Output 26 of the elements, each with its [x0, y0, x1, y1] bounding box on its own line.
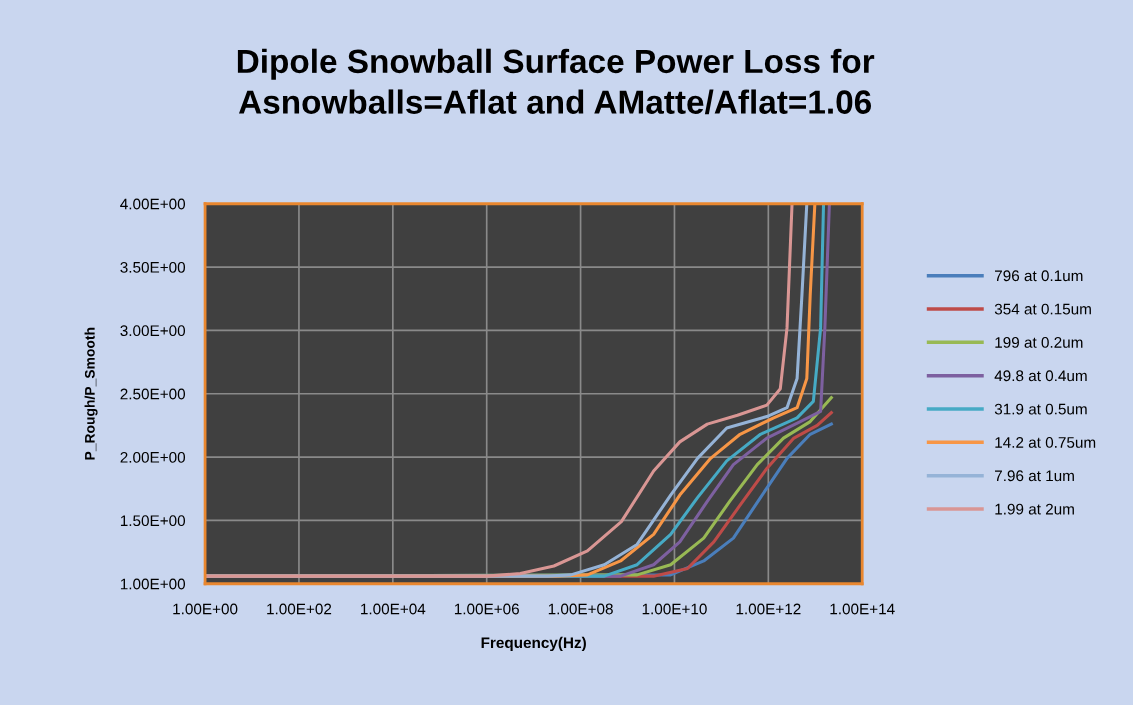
y-tick-label: 4.00E+00 [120, 198, 186, 210]
x-tick-label: 1.00E+04 [361, 603, 426, 615]
x-tick-label: 1.00E+12 [736, 603, 801, 615]
y-axis-title: P_Rough/P_Smooth [84, 327, 98, 460]
chart-title: Dipole Snowball Surface Power Loss for Asnowballs=Aflat and AMatte/Aflat=1.06 [237, 48, 875, 115]
x-axis-title: Frequency(Hz) [481, 636, 586, 652]
legend-label: 31.9 at 0.5um [994, 403, 1087, 415]
legend-label: 7.96 at 1um [995, 470, 1074, 482]
y-tick-label: 1.00E+00 [120, 578, 186, 590]
legend-label: 199 at 0.2um [995, 337, 1083, 348]
y-tick-label: 1.50E+00 [120, 515, 186, 527]
x-tick-label: 1.00E+08 [548, 603, 613, 615]
y-tick-label: 2.50E+00 [120, 388, 186, 400]
x-tick-label: 1.00E+06 [454, 603, 519, 615]
x-tick-label: 1.00E+10 [642, 603, 707, 615]
legend-label: 354 at 0.15um [994, 303, 1091, 315]
x-tick-label: 1.00E+02 [267, 603, 332, 615]
y-tick-label: 2.00E+00 [120, 451, 186, 463]
legend-label: 1.99 at 2um [995, 503, 1074, 515]
x-tick-label: 1.00E+00 [173, 603, 238, 615]
legend-label: 14.2 at 0.75um [995, 437, 1096, 448]
legend-label: 796 at 0.1um [995, 270, 1083, 282]
x-tick-label: 1.00E+14 [830, 603, 895, 615]
legend-label: 49.8 at 0.4um [994, 370, 1087, 382]
y-tick-label: 3.50E+00 [120, 261, 186, 273]
y-tick-label: 3.00E+00 [120, 325, 186, 337]
